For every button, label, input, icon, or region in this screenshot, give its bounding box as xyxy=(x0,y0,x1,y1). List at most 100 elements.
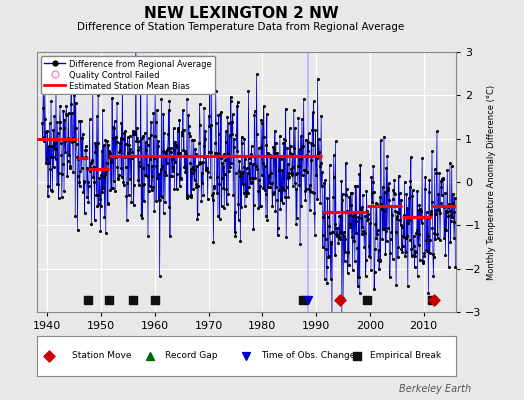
Point xyxy=(265,180,274,186)
Point xyxy=(271,140,280,146)
Point xyxy=(101,137,110,143)
Point xyxy=(152,107,161,114)
Point xyxy=(96,228,105,234)
Point xyxy=(104,142,113,149)
Point xyxy=(183,192,192,198)
Point xyxy=(125,133,134,140)
Point xyxy=(450,219,458,226)
Point xyxy=(199,158,207,165)
Point xyxy=(441,252,450,258)
Point xyxy=(203,165,211,171)
Point xyxy=(424,290,433,296)
Point xyxy=(118,174,126,180)
Point xyxy=(88,156,96,163)
Point xyxy=(299,143,308,150)
Point xyxy=(408,253,416,259)
Point xyxy=(324,254,333,260)
Point xyxy=(428,225,436,231)
Point xyxy=(251,175,259,182)
Point xyxy=(409,252,417,258)
Point xyxy=(159,148,167,154)
Point xyxy=(309,109,317,116)
Point xyxy=(178,128,186,135)
Point xyxy=(86,168,94,174)
Point xyxy=(193,162,201,169)
Point xyxy=(147,118,155,125)
Point xyxy=(45,143,53,150)
Point xyxy=(387,202,396,209)
Text: Berkeley Earth: Berkeley Earth xyxy=(399,384,472,394)
Point xyxy=(147,187,156,194)
Point xyxy=(164,131,172,138)
Point xyxy=(184,112,192,118)
Point xyxy=(432,210,440,217)
Point xyxy=(215,131,223,138)
Point xyxy=(79,131,87,137)
Point xyxy=(345,194,354,200)
Point xyxy=(235,158,244,164)
Point xyxy=(356,162,364,168)
Point xyxy=(445,201,453,207)
Point xyxy=(304,148,312,154)
Point xyxy=(206,122,215,128)
Point xyxy=(336,236,344,242)
Point xyxy=(136,144,145,150)
Point xyxy=(315,149,323,155)
Point xyxy=(333,233,341,240)
Point xyxy=(419,258,427,264)
Point xyxy=(167,149,176,156)
Point xyxy=(38,119,46,126)
Point xyxy=(303,152,311,158)
Point xyxy=(219,184,227,191)
Point xyxy=(193,216,202,222)
Point xyxy=(71,213,80,219)
Point xyxy=(329,229,337,235)
Point xyxy=(378,236,386,242)
Point xyxy=(446,218,455,224)
Point xyxy=(80,178,88,184)
Point xyxy=(87,221,95,227)
Point xyxy=(374,227,382,234)
Point xyxy=(91,140,99,147)
Point xyxy=(390,190,399,197)
Point xyxy=(380,226,389,232)
Point xyxy=(111,188,119,194)
Point xyxy=(138,182,147,188)
Point xyxy=(287,170,296,176)
Point xyxy=(106,159,115,165)
Point xyxy=(97,148,106,154)
Point xyxy=(62,103,71,109)
Point xyxy=(378,206,386,212)
Point xyxy=(433,128,441,134)
Point xyxy=(440,234,449,241)
Point xyxy=(70,92,78,99)
Point xyxy=(47,98,55,104)
Point xyxy=(257,116,265,123)
Point xyxy=(248,175,257,181)
Point xyxy=(45,159,53,166)
Point xyxy=(179,107,187,113)
Point xyxy=(394,243,402,250)
Point xyxy=(423,248,431,254)
Point xyxy=(383,238,391,244)
Point xyxy=(95,192,103,198)
Point xyxy=(93,113,101,120)
Point xyxy=(185,129,193,136)
Point xyxy=(115,149,124,156)
Point xyxy=(204,149,213,156)
Point xyxy=(399,243,407,249)
Point xyxy=(315,136,323,142)
Point xyxy=(281,136,289,143)
Point xyxy=(196,160,205,166)
Point xyxy=(357,215,365,221)
Point xyxy=(192,181,200,188)
Point xyxy=(163,145,172,151)
Point xyxy=(223,114,232,120)
Point xyxy=(418,155,427,162)
Point xyxy=(388,255,397,262)
Point xyxy=(249,202,258,208)
Point xyxy=(362,257,370,264)
Point xyxy=(82,147,90,154)
Point xyxy=(381,228,390,234)
Point xyxy=(253,131,261,137)
